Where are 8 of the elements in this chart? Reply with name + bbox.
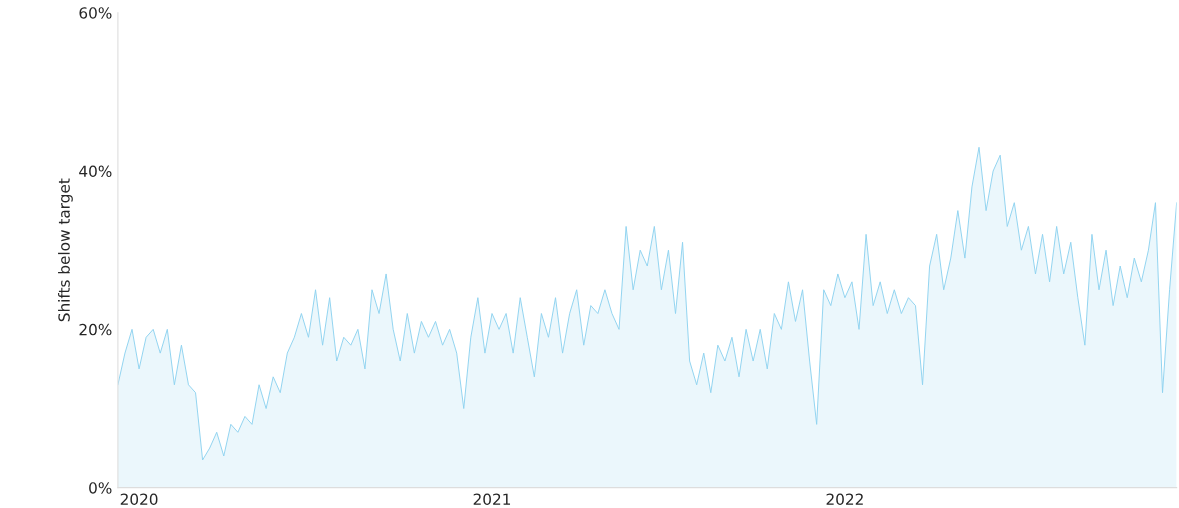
y-tick-label: 0% xyxy=(89,482,112,494)
y-tick-label: 20% xyxy=(79,323,112,336)
x-tick-label: 2021 xyxy=(473,493,511,506)
y-tick-label: 40% xyxy=(79,165,112,178)
y-tick-label: 60% xyxy=(79,7,112,19)
x-tick-label: 2020 xyxy=(120,493,158,506)
y-axis-title: Shifts below target xyxy=(58,178,73,322)
x-tick-label: 2022 xyxy=(826,493,863,506)
